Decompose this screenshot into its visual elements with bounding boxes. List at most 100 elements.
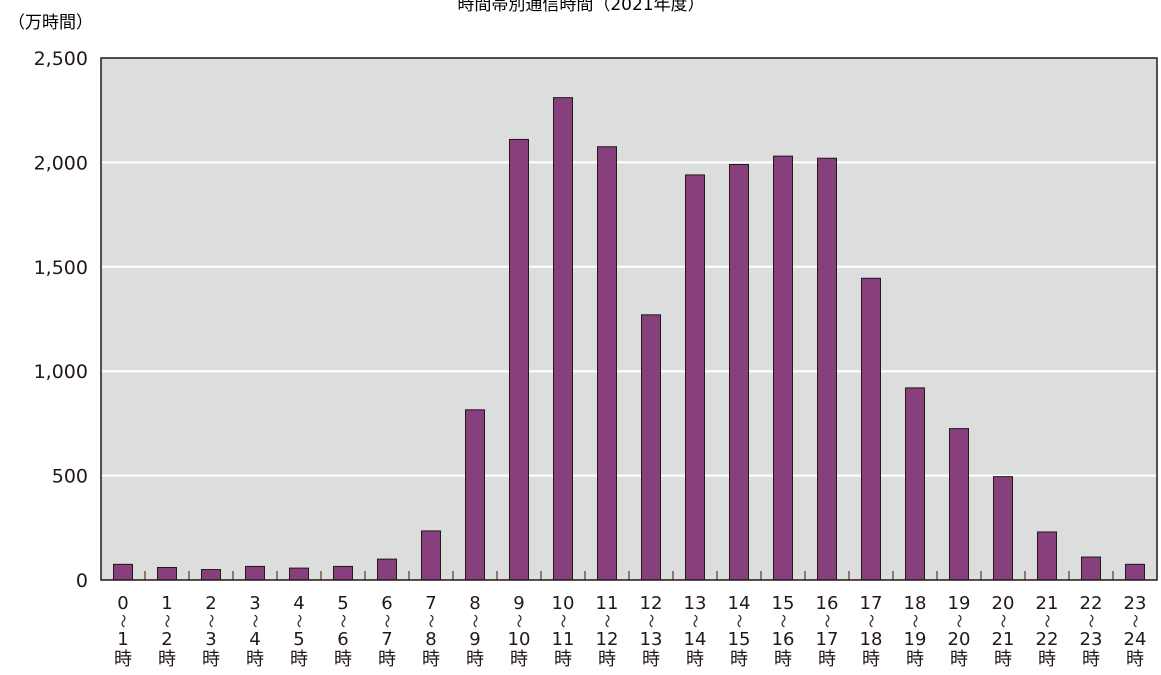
x-tick-tilde: 〜	[818, 614, 834, 628]
x-tick-suffix: 時	[114, 649, 132, 670]
x-tick-to: 6	[337, 629, 348, 650]
x-tick-to: 17	[816, 629, 839, 650]
x-tick-to: 2	[161, 629, 172, 650]
x-tick-suffix: 時	[290, 649, 308, 670]
x-tick-label: 13〜14時	[684, 593, 707, 670]
x-tick-tilde: 〜	[906, 614, 922, 628]
x-tick-suffix: 時	[422, 649, 440, 670]
x-tick-label: 18〜19時	[904, 593, 927, 670]
x-tick-suffix: 時	[774, 649, 792, 670]
bar	[245, 565, 265, 581]
bar	[597, 146, 617, 581]
x-tick-label: 20〜21時	[992, 593, 1015, 670]
x-tick-tilde: 〜	[114, 614, 130, 628]
x-tick-tilde: 〜	[598, 614, 614, 628]
x-tick-tilde: 〜	[246, 614, 262, 628]
x-tick-label: 6〜7時	[378, 593, 396, 670]
x-tick-label: 5〜6時	[334, 593, 352, 670]
bar	[553, 97, 573, 581]
bar	[465, 409, 485, 581]
x-tick-tilde: 〜	[554, 614, 570, 628]
y-tick-label: 0	[76, 570, 88, 592]
x-tick-tilde: 〜	[774, 614, 790, 628]
x-tick-tilde: 〜	[466, 614, 482, 628]
x-tick-suffix: 時	[466, 649, 484, 670]
x-tick-label: 8〜9時	[466, 593, 484, 670]
x-tick-label: 23〜24時	[1124, 593, 1147, 670]
bar	[201, 569, 221, 581]
x-tick-to: 1	[117, 629, 128, 650]
x-tick-from: 4	[293, 593, 304, 614]
x-tick-from: 0	[117, 593, 128, 614]
x-tick-to: 7	[381, 629, 392, 650]
x-tick-label: 1〜2時	[158, 593, 176, 670]
x-tick-tilde: 〜	[994, 614, 1010, 628]
x-tick-suffix: 時	[1038, 649, 1056, 670]
x-tick-from: 10	[552, 593, 575, 614]
x-tick-label: 7〜8時	[422, 593, 440, 670]
x-tick-tilde: 〜	[1038, 614, 1054, 628]
x-tick-suffix: 時	[1082, 649, 1100, 670]
bar	[993, 476, 1013, 581]
x-tick-from: 23	[1124, 593, 1147, 614]
x-tick-label: 0〜1時	[114, 593, 132, 670]
y-tick-label: 500	[52, 466, 88, 488]
x-tick-from: 15	[772, 593, 795, 614]
x-tick-from: 7	[425, 593, 436, 614]
x-tick-to: 13	[640, 629, 663, 650]
x-tick-suffix: 時	[906, 649, 924, 670]
x-tick-to: 18	[860, 629, 883, 650]
x-tick-from: 13	[684, 593, 707, 614]
bar	[333, 565, 353, 581]
y-axis-unit: （万時間）	[8, 13, 93, 33]
y-tick-label: 2,000	[34, 152, 88, 174]
y-tick-label: 1,000	[34, 361, 88, 383]
x-tick-from: 20	[992, 593, 1015, 614]
x-tick-suffix: 時	[730, 649, 748, 670]
x-tick-from: 17	[860, 593, 883, 614]
y-tick-labels: 0 500 1,000 1,500 2,000 2,500	[34, 48, 88, 592]
x-tick-to: 16	[772, 629, 795, 650]
x-tick-suffix: 時	[158, 649, 176, 670]
bar	[509, 138, 529, 581]
x-tick-suffix: 時	[202, 649, 220, 670]
x-tick-tilde: 〜	[510, 614, 526, 628]
axes	[100, 57, 1158, 581]
x-tick-from: 19	[948, 593, 971, 614]
bar	[113, 563, 133, 581]
y-tick-label: 2,500	[34, 48, 88, 70]
x-tick-label: 3〜4時	[246, 593, 264, 670]
x-tick-suffix: 時	[334, 649, 352, 670]
bar	[729, 163, 749, 581]
x-tick-from: 14	[728, 593, 751, 614]
x-tick-tilde: 〜	[290, 614, 306, 628]
x-tick-label: 10〜11時	[552, 593, 575, 670]
bar	[377, 558, 397, 581]
x-tick-from: 9	[513, 593, 524, 614]
x-tick-from: 21	[1036, 593, 1059, 614]
x-tick-tilde: 〜	[686, 614, 702, 628]
x-tick-suffix: 時	[554, 649, 572, 670]
x-tick-from: 2	[205, 593, 216, 614]
x-tick-suffix: 時	[510, 649, 528, 670]
x-tick-label: 11〜12時	[596, 593, 619, 670]
x-tick-suffix: 時	[686, 649, 704, 670]
x-tick-suffix: 時	[994, 649, 1012, 670]
bar	[949, 428, 969, 581]
x-tick-from: 3	[249, 593, 260, 614]
x-tick-label: 22〜23時	[1080, 593, 1103, 670]
x-tick-from: 1	[161, 593, 172, 614]
bar	[905, 387, 925, 581]
x-tick-to: 8	[425, 629, 436, 650]
x-tick-suffix: 時	[862, 649, 880, 670]
x-tick-suffix: 時	[950, 649, 968, 670]
x-tick-tilde: 〜	[422, 614, 438, 628]
x-tick-tilde: 〜	[642, 614, 658, 628]
x-tick-labels: 0〜1時1〜2時2〜3時3〜4時4〜5時5〜6時6〜7時7〜8時8〜9時9〜10…	[114, 593, 1146, 670]
x-tick-from: 22	[1080, 593, 1103, 614]
bar	[773, 155, 793, 581]
y-tick-label: 1,500	[34, 257, 88, 279]
x-tick-to: 14	[684, 629, 707, 650]
bar	[1081, 556, 1101, 581]
